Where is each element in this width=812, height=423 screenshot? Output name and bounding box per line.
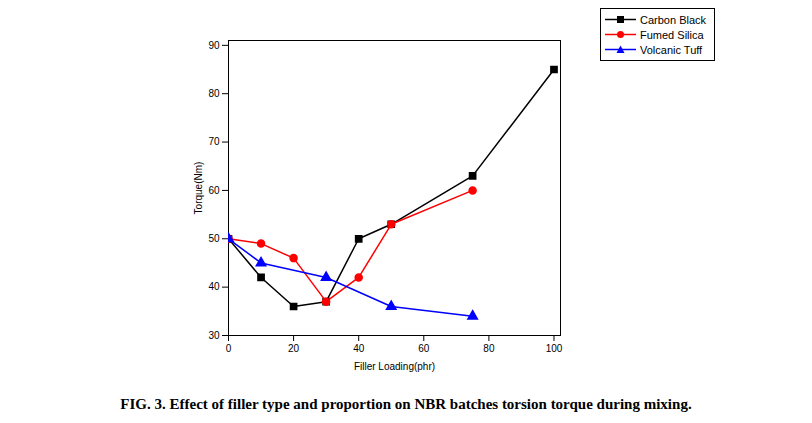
svg-text:Torque(Nm): Torque(Nm) xyxy=(193,162,204,215)
html-text:Volcanic Tuff: Volcanic Tuff xyxy=(640,43,703,56)
svg-text:0: 0 xyxy=(226,343,232,354)
svg-text:40: 40 xyxy=(353,343,365,354)
svg-text:30: 30 xyxy=(208,330,220,341)
html-text:Carbon Black: Carbon Black xyxy=(640,13,706,26)
svg-text:100: 100 xyxy=(546,343,563,354)
svg-text:90: 90 xyxy=(208,40,220,51)
svg-text:40: 40 xyxy=(208,281,220,292)
svg-text:70: 70 xyxy=(208,136,220,147)
svg-text:60: 60 xyxy=(208,185,220,196)
svg-text:Filler Loading(phr): Filler Loading(phr) xyxy=(354,361,435,372)
html-text:FIG. 3. Effect of filler type: FIG. 3. Effect of filler type and propor… xyxy=(120,396,692,412)
html-text:Fumed Silica: Fumed Silica xyxy=(640,28,704,41)
svg-text:50: 50 xyxy=(208,233,220,244)
svg-text:80: 80 xyxy=(483,343,495,354)
svg-text:60: 60 xyxy=(418,343,430,354)
svg-text:20: 20 xyxy=(288,343,300,354)
svg-text:80: 80 xyxy=(208,88,220,99)
